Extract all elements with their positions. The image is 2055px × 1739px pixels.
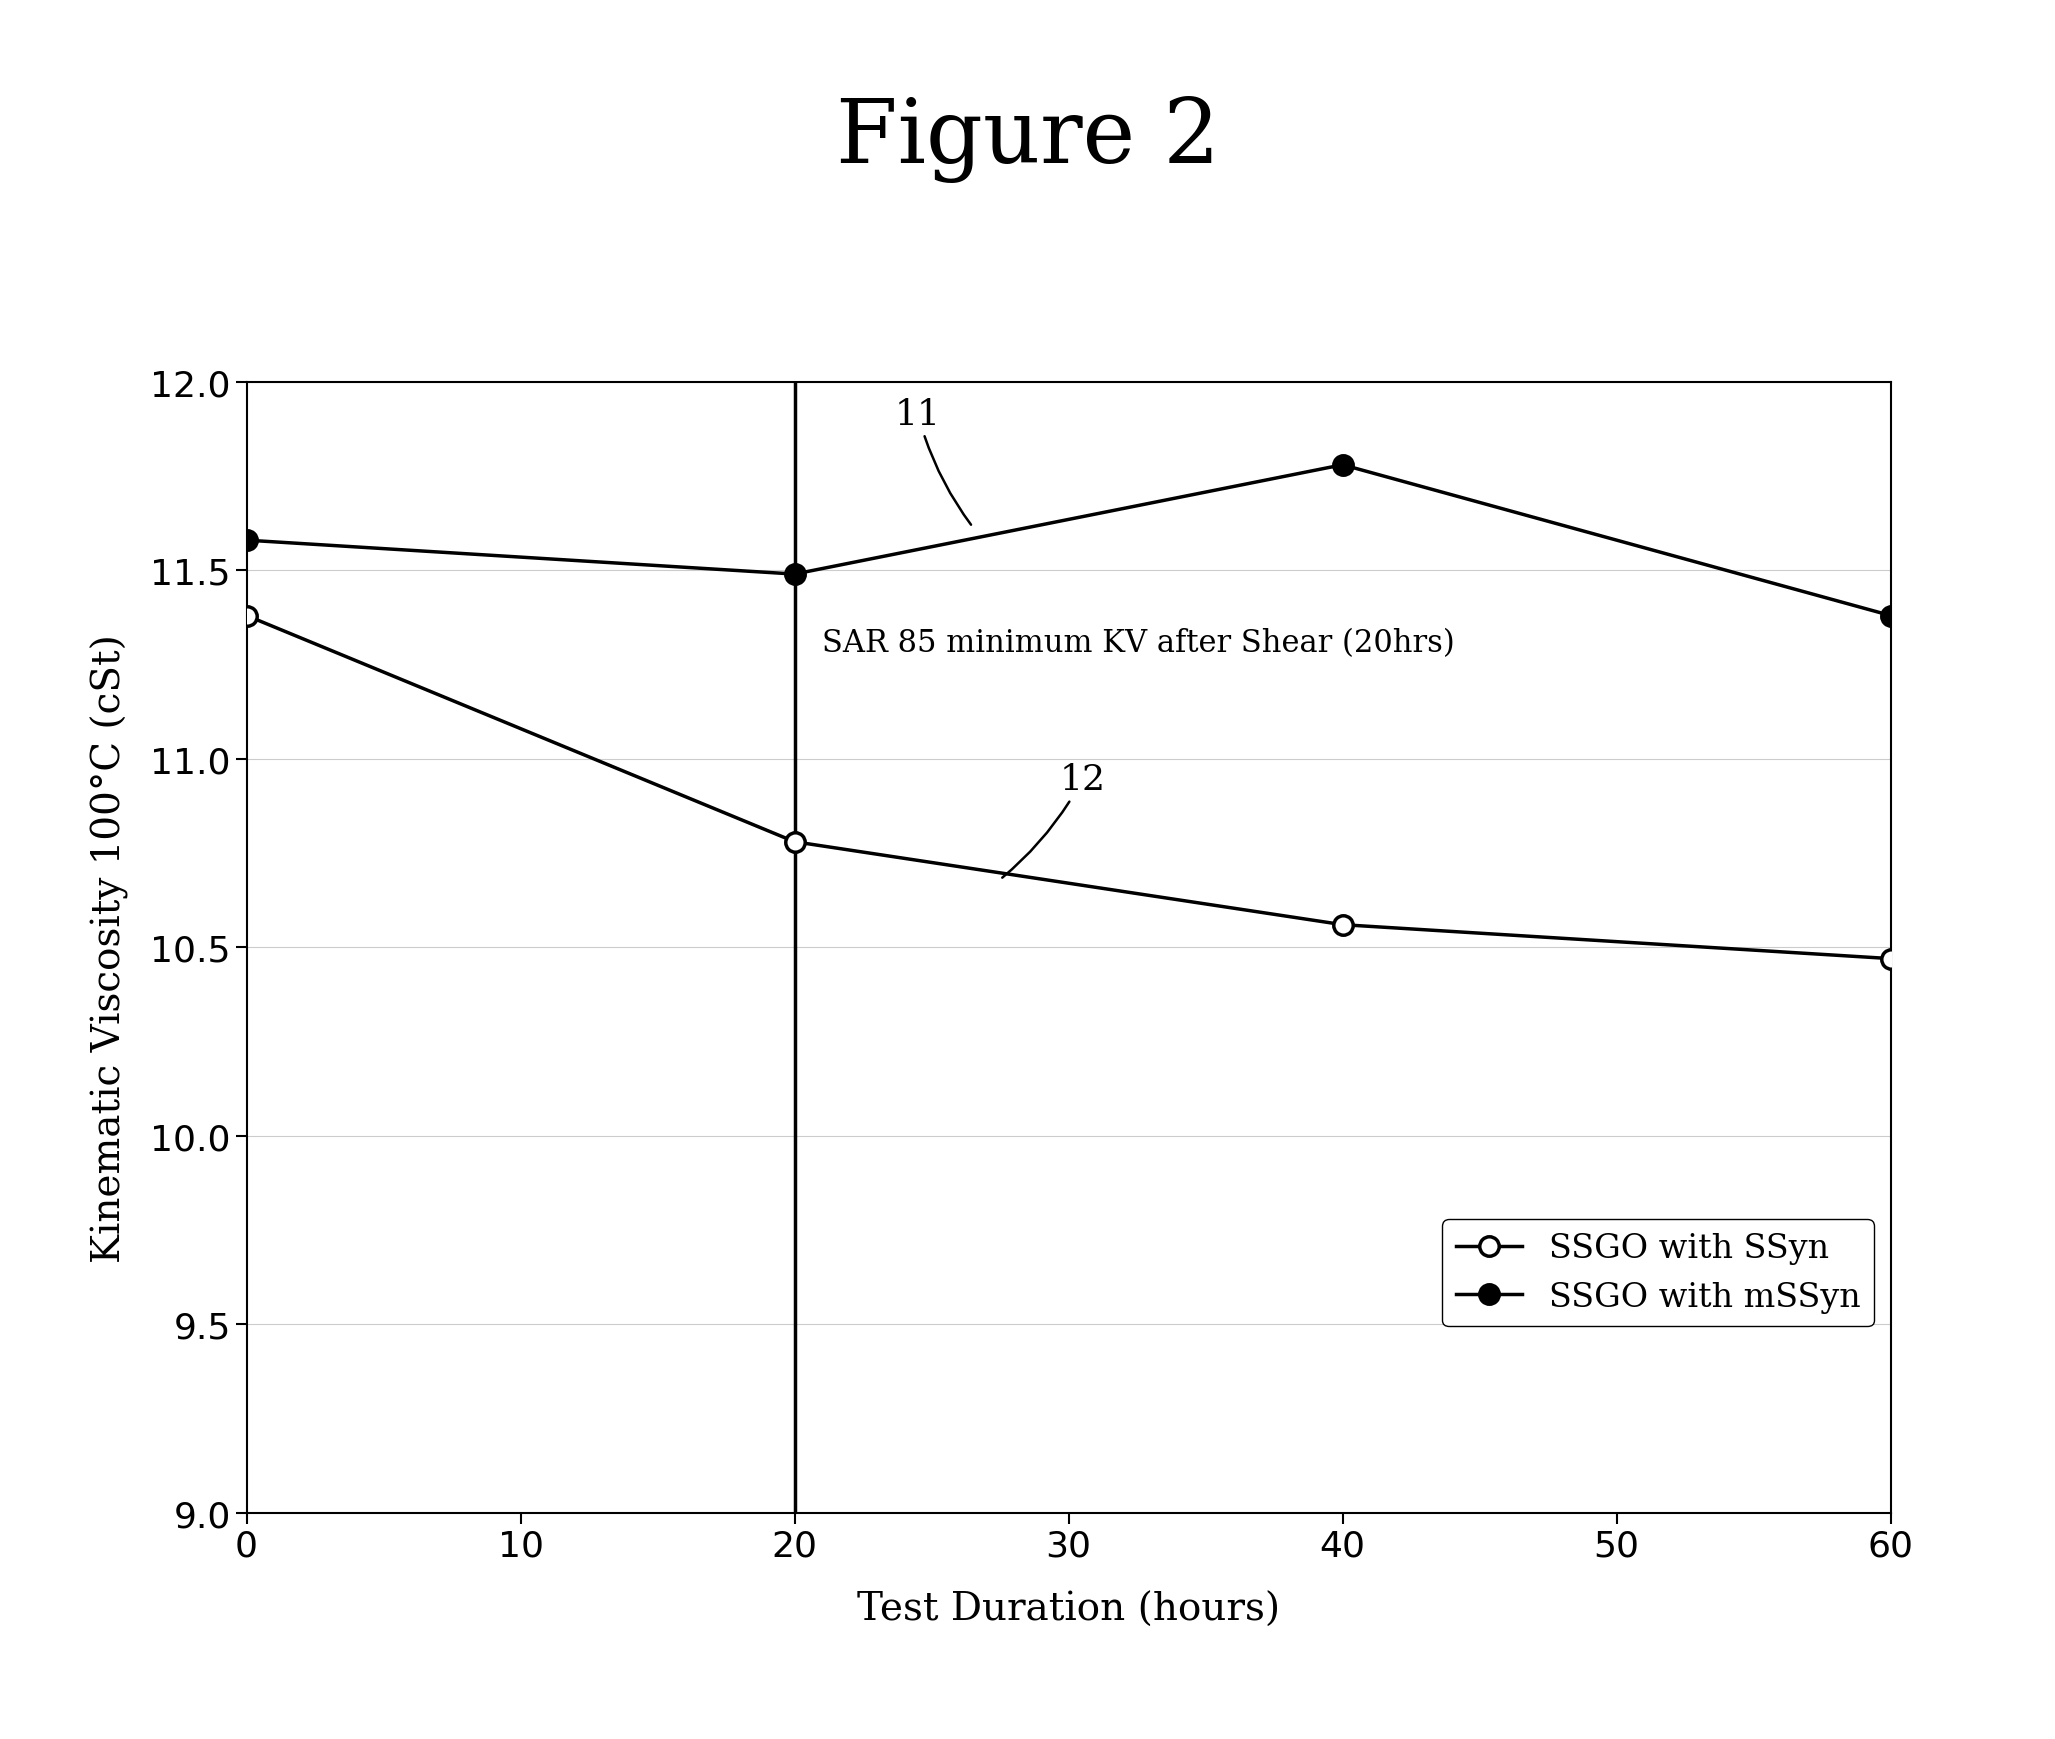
SSGO with SSyn: [234, 605, 259, 626]
SSGO with SSyn: [1330, 915, 1354, 936]
SSGO with mSSyn: [234, 530, 259, 551]
Text: Figure 2: Figure 2: [836, 96, 1219, 183]
Text: 11: 11: [894, 398, 972, 525]
Line: SSGO with mSSyn: SSGO with mSSyn: [236, 456, 1901, 626]
Text: 12: 12: [1003, 763, 1106, 878]
Line: SSGO with SSyn: SSGO with SSyn: [236, 607, 1901, 969]
Legend: SSGO with SSyn, SSGO with mSSyn: SSGO with SSyn, SSGO with mSSyn: [1443, 1219, 1874, 1327]
SSGO with mSSyn: [1330, 456, 1354, 476]
SSGO with mSSyn: [783, 565, 808, 586]
SSGO with SSyn: [1878, 949, 1903, 970]
Text: SAR 85 minimum KV after Shear (20hrs): SAR 85 minimum KV after Shear (20hrs): [822, 628, 1455, 659]
Y-axis label: Kinematic Viscosity 100°C (cSt): Kinematic Viscosity 100°C (cSt): [90, 633, 129, 1263]
X-axis label: Test Duration (hours): Test Duration (hours): [857, 1591, 1280, 1628]
SSGO with SSyn: [783, 831, 808, 852]
SSGO with mSSyn: [1878, 605, 1903, 626]
